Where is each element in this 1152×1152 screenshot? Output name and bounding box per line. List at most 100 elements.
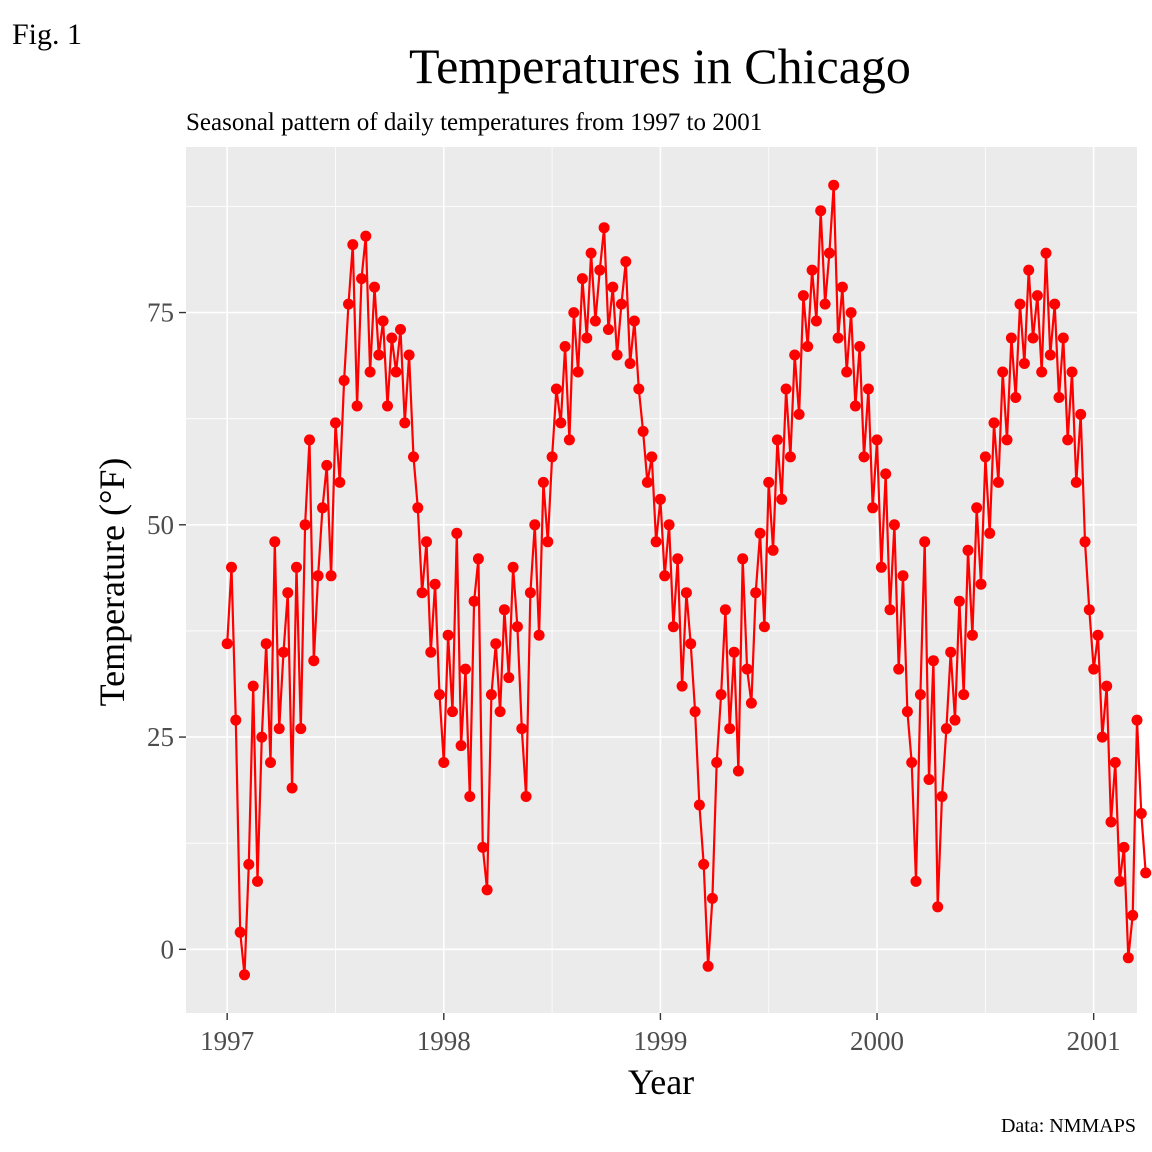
data-point	[820, 299, 831, 310]
data-point	[789, 350, 800, 361]
data-point	[243, 859, 254, 870]
data-point	[404, 350, 415, 361]
data-point	[833, 333, 844, 344]
data-point	[980, 451, 991, 462]
data-point	[993, 477, 1004, 488]
data-point	[716, 689, 727, 700]
data-point	[945, 647, 956, 658]
data-point	[486, 689, 497, 700]
data-point	[1123, 952, 1134, 963]
data-point	[412, 502, 423, 513]
data-point	[547, 451, 558, 462]
x-tick-label: 1998	[417, 1026, 471, 1056]
x-axis-title: Year	[628, 1062, 694, 1102]
data-point	[607, 282, 618, 293]
data-point	[516, 723, 527, 734]
data-point	[612, 350, 623, 361]
data-point	[768, 545, 779, 556]
data-point	[815, 205, 826, 216]
data-point	[460, 664, 471, 675]
data-point	[356, 273, 367, 284]
data-point	[252, 876, 263, 887]
data-point	[261, 638, 272, 649]
data-point	[313, 570, 324, 581]
data-point	[564, 434, 575, 445]
data-point	[577, 273, 588, 284]
data-point	[1093, 630, 1104, 641]
data-point	[880, 468, 891, 479]
data-point	[1067, 367, 1078, 378]
data-point	[876, 562, 887, 573]
data-point	[339, 375, 350, 386]
data-point	[824, 248, 835, 259]
data-point	[274, 723, 285, 734]
data-point	[711, 757, 722, 768]
data-point	[235, 927, 246, 938]
data-point	[581, 333, 592, 344]
data-point	[837, 282, 848, 293]
data-point	[551, 384, 562, 395]
data-point	[230, 715, 241, 726]
data-point	[1075, 409, 1086, 420]
caption: Data: NMMAPS	[1001, 1115, 1136, 1137]
data-point	[958, 689, 969, 700]
data-point	[222, 638, 233, 649]
data-point	[798, 290, 809, 301]
data-point	[538, 477, 549, 488]
data-point	[590, 316, 601, 327]
data-point	[417, 587, 428, 598]
data-point	[759, 621, 770, 632]
data-point	[586, 248, 597, 259]
data-point	[594, 265, 605, 276]
data-point	[482, 884, 493, 895]
data-point	[529, 519, 540, 530]
data-point	[776, 494, 787, 505]
data-point	[464, 791, 475, 802]
data-point	[850, 401, 861, 412]
data-point	[941, 723, 952, 734]
y-tick-label: 75	[147, 298, 174, 328]
data-point	[872, 434, 883, 445]
data-point	[599, 222, 610, 233]
data-point	[690, 706, 701, 717]
y-tick-label: 0	[161, 934, 175, 964]
data-point	[300, 519, 311, 530]
data-point	[447, 706, 458, 717]
data-point	[603, 324, 614, 335]
data-point	[330, 417, 341, 428]
data-point	[963, 545, 974, 556]
data-point	[399, 417, 410, 428]
data-point	[386, 333, 397, 344]
data-point	[681, 587, 692, 598]
data-point	[1054, 392, 1065, 403]
data-point	[282, 587, 293, 598]
data-point	[347, 239, 358, 250]
data-point	[1071, 477, 1082, 488]
data-point	[308, 655, 319, 666]
data-point	[1101, 681, 1112, 692]
data-point	[490, 638, 501, 649]
data-point	[737, 553, 748, 564]
data-point	[369, 282, 380, 293]
data-point	[378, 316, 389, 327]
data-point	[287, 783, 298, 794]
data-point	[763, 477, 774, 488]
data-point	[560, 341, 571, 352]
data-point	[1049, 299, 1060, 310]
data-point	[915, 689, 926, 700]
data-point	[1023, 265, 1034, 276]
data-point	[967, 630, 978, 641]
data-point	[334, 477, 345, 488]
data-point	[456, 740, 467, 751]
data-point	[898, 570, 909, 581]
data-point	[495, 706, 506, 717]
data-point	[781, 384, 792, 395]
data-point	[854, 341, 865, 352]
data-point	[1114, 876, 1125, 887]
data-point	[668, 621, 679, 632]
data-point	[750, 587, 761, 598]
x-tick-label: 1999	[633, 1026, 687, 1056]
data-point	[620, 256, 631, 267]
data-point	[269, 536, 280, 547]
data-point	[664, 519, 675, 530]
